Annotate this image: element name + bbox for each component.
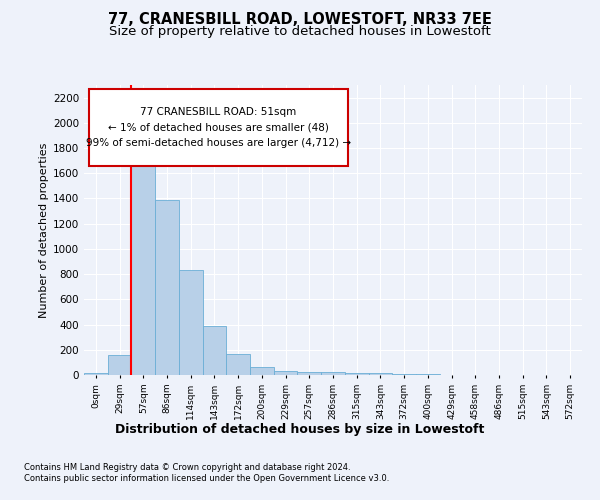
Bar — [155, 200, 179, 375]
Bar — [108, 355, 131, 375]
Text: Contains public sector information licensed under the Open Government Licence v3: Contains public sector information licen… — [24, 474, 389, 483]
Bar — [203, 326, 226, 375]
Bar — [345, 372, 368, 375]
Text: Distribution of detached houses by size in Lowestoft: Distribution of detached houses by size … — [115, 422, 485, 436]
Text: 77 CRANESBILL ROAD: 51sqm
← 1% of detached houses are smaller (48)
99% of semi-d: 77 CRANESBILL ROAD: 51sqm ← 1% of detach… — [86, 107, 351, 148]
Text: Contains HM Land Registry data © Crown copyright and database right 2024.: Contains HM Land Registry data © Crown c… — [24, 462, 350, 471]
Bar — [274, 370, 298, 375]
Bar — [298, 372, 321, 375]
Y-axis label: Number of detached properties: Number of detached properties — [39, 142, 49, 318]
FancyBboxPatch shape — [89, 90, 348, 166]
Bar — [226, 354, 250, 375]
Bar — [392, 374, 416, 375]
Bar — [84, 373, 108, 375]
Bar — [321, 372, 345, 375]
Bar — [179, 270, 203, 375]
Text: Size of property relative to detached houses in Lowestoft: Size of property relative to detached ho… — [109, 25, 491, 38]
Text: 77, CRANESBILL ROAD, LOWESTOFT, NR33 7EE: 77, CRANESBILL ROAD, LOWESTOFT, NR33 7EE — [108, 12, 492, 28]
Bar — [368, 374, 392, 375]
Bar — [416, 374, 440, 375]
Bar — [131, 160, 155, 375]
Bar — [250, 367, 274, 375]
